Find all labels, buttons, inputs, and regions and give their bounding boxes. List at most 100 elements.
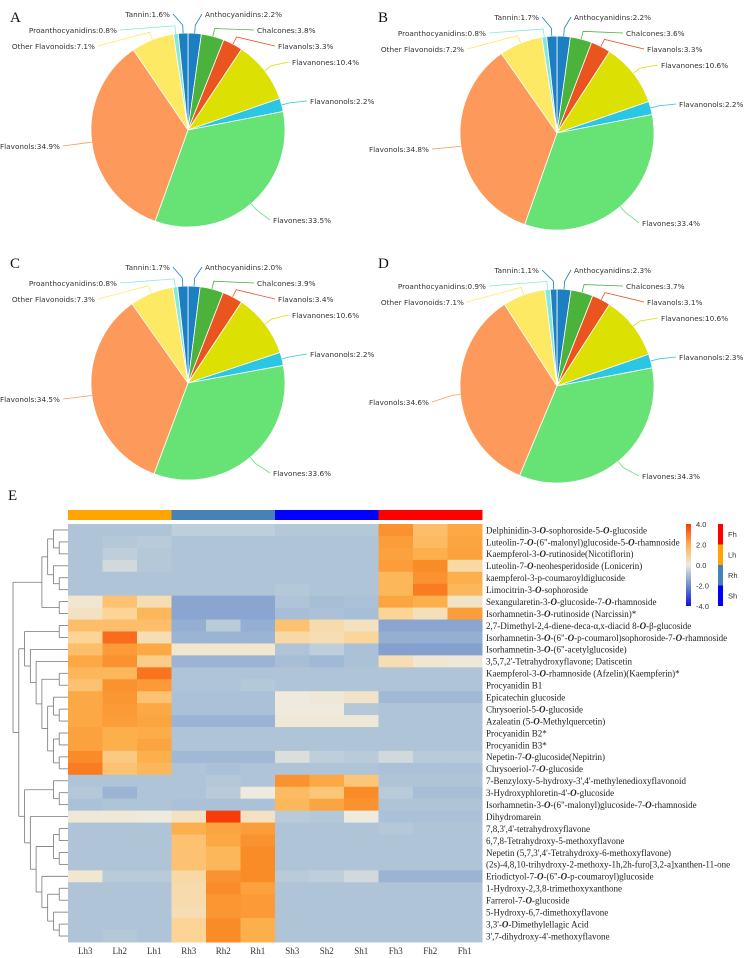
row-label: Azaleatin (5-O-Methylquercetin) [486,716,605,726]
heatmap-cell [206,834,241,847]
heatmap-cell [344,607,379,621]
heatmap-cell [378,631,414,644]
heatmap-cell [240,583,276,597]
heatmap-cell [275,846,310,859]
heatmap-cell [240,524,276,537]
heatmap-cell [344,631,379,644]
heatmap-cell [102,858,138,871]
heatmap-cell [413,750,448,764]
heatmap-cell [240,607,276,621]
row-label: 5-Hydroxy-6,7-dimethoxyflavone [486,907,608,917]
heatmap-cell [137,691,172,704]
group-legend-swatch-lh [718,544,723,565]
pie-label-chalcones: Chalcones:3.8% [257,26,316,35]
heatmap-row: Dihydromarein [68,810,541,824]
leader-line [633,64,659,74]
heatmap-cell [68,691,103,704]
heatmap-cell [240,786,276,800]
heatmap-cell [447,679,483,692]
heatmap-cell [68,870,103,883]
heatmap-cell [309,918,345,931]
heatmap-row: Delphinidin-3-O-sophoroside-5-O-glucosid… [68,524,647,537]
heatmap-cell [344,715,379,728]
heatmap-cell [378,559,414,573]
heatmap-cell [102,822,138,836]
heatmap-cell [378,727,414,740]
heatmap-cell [413,822,448,836]
heatmap-cell [413,679,448,692]
heatmap-cell [240,858,276,871]
row-label: Kaempferol-3-O-rutinoside(Nicotiflorin) [486,549,633,559]
heatmap-cell [344,571,379,585]
heatmap-cell [206,894,241,907]
row-label: Procyanidin B2* [486,728,547,738]
heatmap-cell [102,619,138,632]
heatmap-cell [309,535,345,549]
panel-label-e: E [8,488,17,504]
color-scale-tick: -4.0 [696,602,709,611]
heatmap-cell [171,631,207,644]
heatmap-cell [240,930,276,943]
heatmap-cell [68,750,103,764]
heatmap-cell [102,691,138,704]
heatmap-cell [309,571,345,585]
row-label: Procyanidin B1 [486,681,542,691]
heatmap-cell [413,667,448,680]
heatmap-cell [275,715,310,728]
heatmap-cell [378,679,414,692]
heatmap-cell [344,595,379,609]
heatmap-cell [171,906,207,919]
pie-label-other-flavonoids: Other Flavonoids:7.3% [12,295,95,304]
heatmap-cell [309,834,345,847]
pie-label-flavanonols: Flavanonols:2.2% [679,100,744,109]
heatmap-cell [171,667,207,680]
heatmap-cell [102,750,138,764]
heatmap-row: 6,7,8-Tetrahydroxy-5-methoxyflavone [68,834,624,847]
heatmap-cell [137,762,172,776]
heatmap-cell [240,918,276,931]
row-label: Kaempferol-3-O-rhamnoside (Afzelin)(Kaem… [486,669,680,679]
heatmap-cell [413,631,448,644]
heatmap-cell [206,691,241,704]
pie-label-tannin: Tannin:1.1% [493,266,539,275]
pie-charts: Anthocyanidins:2.2% Chalcones:3.8% Flavano… [0,10,744,484]
pie-slice-tannin [177,285,189,384]
pie-label-proanthocyanidins: Proanthocyanidins:0.8% [29,279,117,288]
color-scale-tick: -2.0 [696,582,709,591]
heatmap-cell [137,750,172,764]
heatmap-cell [275,918,310,931]
pie-label-other-flavonoids: Other Flavonoids:7.2% [381,45,464,54]
column-label-rh3: Rh3 [181,946,197,956]
heatmap-cell [378,930,414,943]
heatmap-cell [68,571,103,585]
heatmap-cell [206,858,241,871]
heatmap-cell [240,643,276,656]
heatmap-cell [309,930,345,943]
heatmap-cell [68,762,103,776]
heatmap-cell [102,631,138,644]
heatmap-cell [206,583,241,597]
pie-label-anthocyanidins: Anthocyanidins:2.3% [574,266,651,275]
heatmap-cell [240,738,276,752]
pie-label-flavanones: Flavanones:10.4% [292,58,359,67]
heatmap-cell [413,643,448,656]
heatmap-cell [378,583,414,597]
heatmap-cell [102,846,138,859]
heatmap-cell [344,727,379,740]
heatmap-cell [344,774,379,788]
heatmap-cell [171,846,207,859]
pie-label-tannin: Tannin:1.6% [124,10,170,19]
heatmap-cell [309,655,345,668]
heatmap-cell [171,703,207,716]
pie-a: Anthocyanidins:2.2% Chalcones:3.8% Flavano… [0,10,375,228]
heatmap-cell [344,858,379,871]
heatmap-cell [344,691,379,704]
heatmap-cell [102,774,138,788]
heatmap-cell [447,930,483,943]
pie-label-flavanols: Flavanols:3.3% [647,45,702,54]
heatmap-cell [275,691,310,704]
heatmap-cell [68,918,103,931]
heatmap-cell [378,595,414,609]
heatmap-cell [378,774,414,788]
leader-line [563,16,572,37]
